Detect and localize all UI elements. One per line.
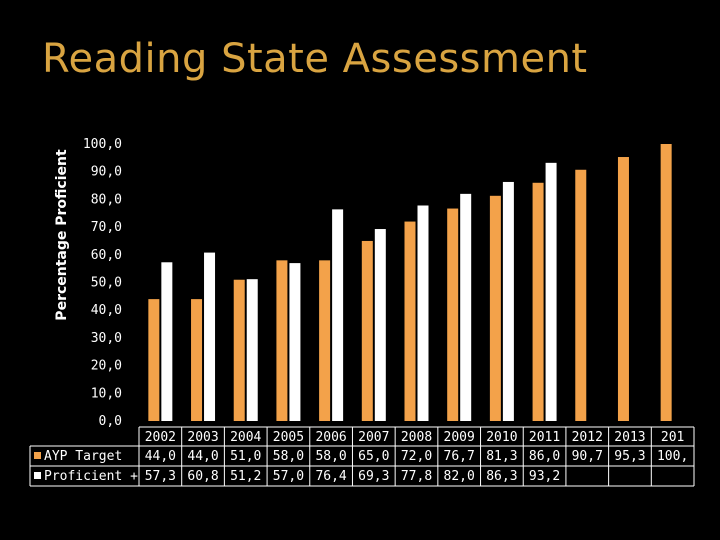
y-tick-label: 50,0: [91, 276, 122, 291]
data-label: 77,8: [401, 469, 432, 484]
x-tick-label: 2011: [529, 430, 560, 445]
y-tick-label: 40,0: [91, 303, 122, 318]
x-tick-label: 2005: [273, 430, 304, 445]
data-label: 65,0: [358, 449, 389, 464]
data-label: 76,7: [444, 449, 475, 464]
x-tick-label: 201: [661, 430, 684, 445]
y-tick-label: 80,0: [91, 192, 122, 207]
proficient-bar: [289, 263, 301, 421]
x-tick-label: 2004: [230, 430, 261, 445]
x-tick-label: 2013: [614, 430, 645, 445]
y-tick-label: 30,0: [91, 331, 122, 346]
proficient-bar: [374, 229, 386, 421]
data-label: 86,3: [486, 469, 517, 484]
y-tick-label: 60,0: [91, 248, 122, 263]
y-tick-label: 100,0: [83, 137, 122, 152]
data-label: 51,0: [230, 449, 261, 464]
x-tick-label: 2009: [444, 430, 475, 445]
proficient-bar: [502, 181, 514, 421]
bars: [148, 144, 672, 422]
ayp-target-bar: [489, 195, 501, 421]
ayp-target-bar: [617, 157, 629, 422]
y-axis-label: Percentage Proficient: [54, 149, 70, 321]
data-label: 95,3: [614, 449, 645, 464]
x-tick-label: 2002: [145, 430, 176, 445]
data-table: 2002 2003 2004 2005 2006 2007 2008 2009 2010 2011…: [29, 426, 695, 487]
data-label: 57,3: [145, 469, 176, 484]
ayp-target-bar: [361, 240, 373, 421]
data-label: 44,0: [145, 449, 176, 464]
x-tick-label: 2006: [315, 430, 346, 445]
x-tick-label: 2003: [187, 430, 218, 445]
y-tick-label: 0,0: [99, 414, 122, 429]
proficient-bar: [246, 279, 258, 421]
x-tick-label: 2008: [401, 430, 432, 445]
page-title: Reading State Assessment: [42, 36, 588, 82]
data-label: 72,0: [401, 449, 432, 464]
legend-entry: Proficient +: [44, 469, 138, 484]
proficient-bar: [204, 252, 216, 421]
data-label: 86,0: [529, 449, 560, 464]
proficient-bar: [460, 193, 472, 421]
data-label: 51,2: [230, 469, 261, 484]
proficient-bar: [332, 209, 344, 421]
ayp-target-bar: [575, 169, 587, 421]
x-tick-label: 2010: [486, 430, 517, 445]
ayp-target-bar: [532, 182, 544, 421]
data-label: 90,7: [572, 449, 603, 464]
y-tick-label: 70,0: [91, 220, 122, 235]
data-label: 100,: [657, 449, 688, 464]
legend-entry: AYP Target: [44, 449, 122, 464]
proficient-bar: [161, 262, 173, 421]
data-label: 60,8: [187, 469, 218, 484]
ayp-target-bar: [660, 144, 672, 421]
ayp-target-bar: [148, 299, 160, 421]
legend-swatch: [34, 452, 41, 459]
data-label: 82,0: [444, 469, 475, 484]
data-label: 69,3: [358, 469, 389, 484]
x-tick-label: 2007: [358, 430, 389, 445]
ayp-target-bar: [233, 279, 245, 421]
data-label: 76,4: [315, 469, 346, 484]
data-label: 57,0: [273, 469, 304, 484]
proficient-bar: [417, 205, 429, 421]
proficient-bar: [545, 162, 557, 421]
legend-swatch: [34, 472, 41, 479]
y-axis-ticks: 0,0 10,0 20,0 30,0 40,0 50,0 60,0 70,0 80,0 90,0 1…: [83, 137, 122, 429]
data-label: 58,0: [273, 449, 304, 464]
ayp-target-bar: [276, 260, 288, 421]
data-label: 58,0: [315, 449, 346, 464]
ayp-target-bar: [319, 260, 331, 421]
y-tick-label: 10,0: [91, 386, 122, 401]
data-label: 81,3: [486, 449, 517, 464]
data-label: 93,2: [529, 469, 560, 484]
y-tick-label: 20,0: [91, 359, 122, 374]
ayp-target-bar: [447, 208, 459, 421]
data-label: 44,0: [187, 449, 218, 464]
x-tick-label: 2012: [572, 430, 603, 445]
ayp-target-bar: [404, 221, 416, 421]
ayp-target-bar: [191, 299, 203, 421]
y-tick-label: 90,0: [91, 165, 122, 180]
